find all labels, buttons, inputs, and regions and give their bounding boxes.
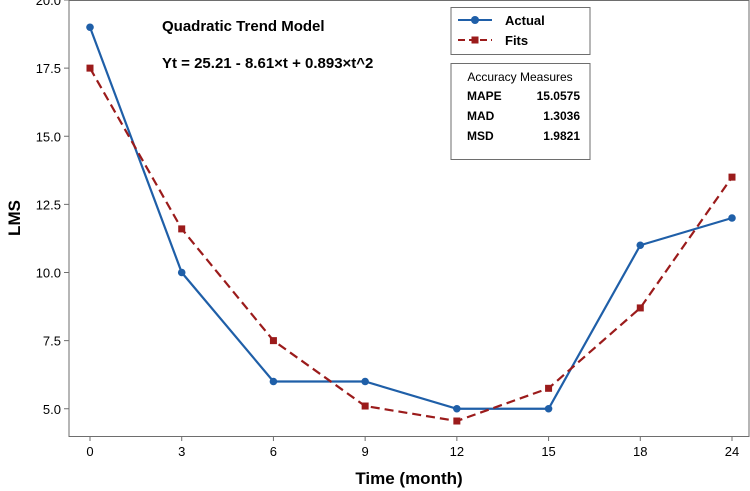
y-tick-label: 20.0 [36, 0, 61, 8]
point-actual [177, 268, 186, 277]
point-actual [544, 404, 553, 413]
point-actual [86, 23, 94, 32]
y-axis: 5.0 7.5 10.0 12.5 15.0 17.5 20.0 [36, 0, 69, 417]
point-fits [545, 384, 553, 392]
chart-title: Quadratic Trend Model [162, 18, 325, 35]
x-tick-label: 15 [541, 444, 555, 459]
point-actual [728, 214, 736, 222]
x-tick-label: 12 [450, 444, 464, 459]
y-tick-label: 5.0 [43, 402, 61, 417]
point-fits [636, 304, 644, 312]
point-actual [361, 377, 369, 386]
x-tick-label: 3 [178, 444, 185, 459]
point-fits [453, 417, 461, 425]
y-axis-title: LMS [5, 200, 24, 236]
point-actual [269, 377, 278, 386]
series-fits-line [89, 67, 733, 423]
legend: Actual Fits [450, 7, 591, 55]
legend-fits-marker [471, 36, 479, 44]
legend-box [450, 7, 591, 55]
plot-area [68, 0, 750, 437]
point-fits [86, 64, 94, 72]
y-tick-label: 17.5 [36, 61, 61, 76]
accuracy-box [450, 63, 591, 160]
series-actual-line [88, 26, 733, 410]
point-fits [178, 225, 186, 233]
point-fits [361, 402, 369, 410]
x-tick-label: 0 [86, 444, 93, 459]
point-fits [728, 173, 736, 181]
series-layer [86, 23, 736, 425]
y-tick-label: 7.5 [43, 334, 61, 349]
x-tick-label: 18 [633, 444, 647, 459]
msd-label: MSD [467, 129, 494, 143]
mape-label: MAPE [467, 89, 502, 103]
x-tick-label: 6 [270, 444, 277, 459]
point-fits [269, 337, 277, 345]
x-tick-label: 24 [725, 444, 739, 459]
y-tick-label: 10.0 [36, 266, 61, 281]
point-actual [636, 241, 645, 250]
legend-fits-label: Fits [505, 33, 528, 48]
point-actual [453, 404, 461, 413]
accuracy-title: Accuracy Measures [467, 70, 572, 84]
mad-label: MAD [467, 109, 495, 123]
x-axis-title: Time (month) [355, 469, 462, 488]
x-axis: 0 3 6 9 12 15 18 24 [86, 436, 739, 459]
trend-equation: Yt = 25.21 - 8.61×t + 0.893×t^2 [162, 55, 373, 72]
accuracy-measures: Accuracy Measures MAPE 15.0575 MAD 1.303… [450, 63, 591, 160]
y-tick-label: 15.0 [36, 129, 61, 144]
legend-actual-marker [471, 16, 479, 24]
mad-value: 1.3036 [543, 109, 580, 123]
mape-value: 15.0575 [537, 89, 581, 103]
x-tick-label: 9 [362, 444, 369, 459]
legend-actual-label: Actual [505, 13, 545, 28]
msd-value: 1.9821 [543, 129, 580, 143]
y-tick-label: 12.5 [36, 197, 61, 212]
